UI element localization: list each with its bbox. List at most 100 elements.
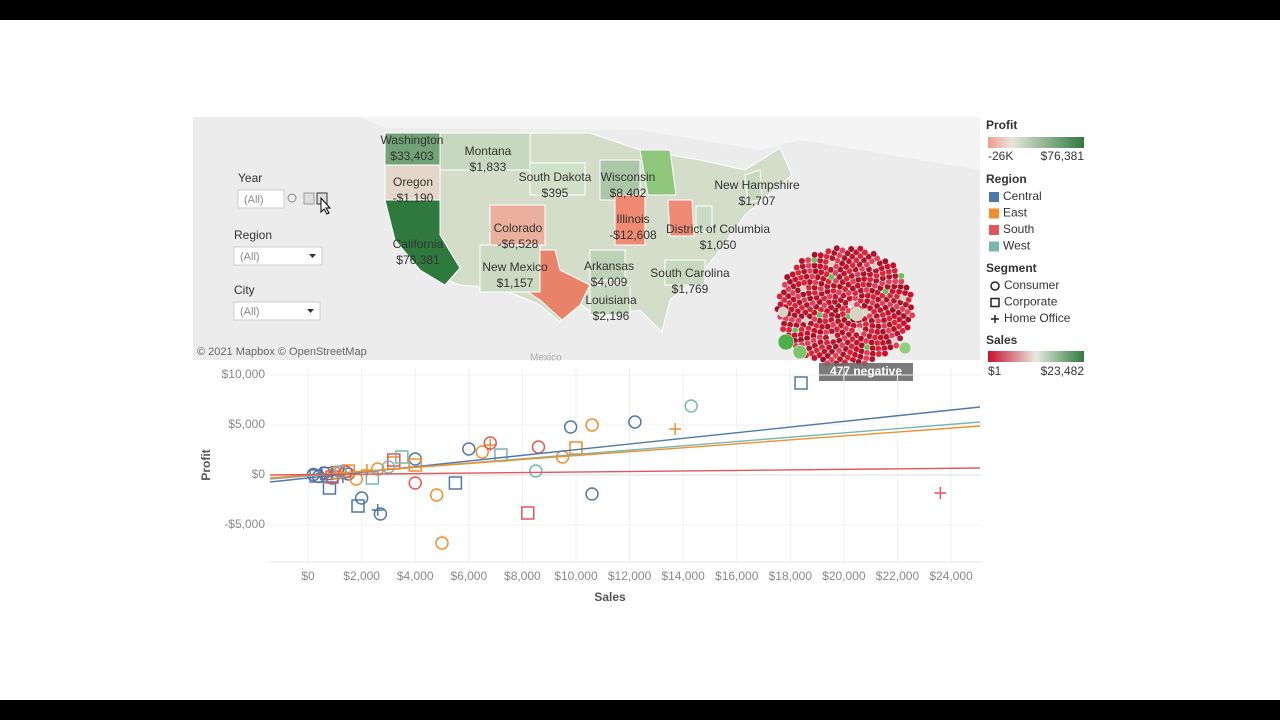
state [479,244,541,293]
marker-circle [429,488,444,502]
marker-square [365,471,380,485]
legend-title: Sales [986,333,1018,347]
bubble [907,291,915,299]
legend-swatch [989,208,999,219]
bubble [817,251,825,259]
bubble [897,272,905,280]
bubble [805,284,813,292]
sales-gradient [988,351,1084,362]
bubble [870,250,878,258]
annotation: 477 negative [830,364,902,378]
reset-icon[interactable] [287,193,297,203]
state [695,205,713,233]
state [489,204,546,246]
scatter-chart: Sales Profit $0 $2,000 $4,000 $6,000 $8,000 $… [199,367,981,604]
bubble [863,343,871,351]
marker-circle [585,418,599,432]
canada-land [193,117,980,170]
marker-square [408,458,422,472]
marker-circle [483,436,497,450]
state [664,259,706,286]
x-tick-label: $0 [301,569,315,583]
prev-button[interactable] [303,192,315,205]
y-tick-label: $0 [252,467,266,481]
state-value: $1,833 [470,160,507,174]
marker-circle [628,415,642,429]
legend-max: $23,482 [1041,364,1085,378]
bubble [777,306,789,318]
marker-plus [934,487,947,499]
filter-value: (All) [244,194,264,206]
bubble [903,284,910,292]
state-value: $395 [542,186,569,200]
state-name: Illinois [616,212,649,226]
marker-circle [373,507,388,521]
legend-min: -26K [988,149,1013,163]
marker-circle [563,420,578,434]
state-value: $33,403 [390,149,434,163]
bubble [898,341,912,355]
bubble [824,247,832,255]
state [589,284,631,316]
cursor [320,196,332,215]
x-tick-label: $20,000 [822,569,866,583]
state [744,169,763,203]
marker-plus [669,423,682,435]
bubble [889,261,897,269]
state-name: California [393,237,444,251]
x-tick-label: $6,000 [450,569,487,583]
state-name: District of Columbia [666,222,770,236]
michigan [639,149,677,196]
y-tick-label: $10,000 [222,367,266,381]
state-value: $1,769 [672,282,709,296]
bubble [859,281,867,288]
y-tick-label: -$5,000 [224,517,265,531]
year-input[interactable] [237,189,285,209]
legend-label: West [1003,239,1031,253]
legend-title: Segment [986,261,1037,275]
x-tick-label: $18,000 [769,569,813,583]
bubble [828,328,836,335]
marker-circle [585,487,599,501]
marker-circle [354,491,369,505]
legend-items: Central East South West Consumer Corporate Hom… [989,189,1071,325]
bubble [781,281,789,289]
bubble [896,334,904,342]
bubble [833,244,841,252]
bubble [908,311,916,319]
state-value: -$6,528 [498,237,539,251]
x-tick-label: $16,000 [715,569,759,583]
state-value: $4,009 [591,275,628,289]
bubble [886,343,894,351]
bubble [793,264,801,271]
legend-title: Region [986,172,1027,186]
marker-plus [991,315,999,323]
marker-circle [381,460,396,474]
bubble [881,257,889,265]
legend-min: $1 [988,364,1002,378]
x-tick-label: $10,000 [554,569,598,583]
state-name: Louisiana [585,293,637,307]
bubble [812,267,819,275]
bubble [868,339,876,346]
city-dropdown[interactable] [233,301,321,321]
x-axis-label: Sales [594,590,626,604]
marker-square [351,499,365,513]
legend-max: $76,381 [1041,149,1085,163]
state-name: Washington [381,133,444,147]
state [529,162,586,196]
marker-square [448,476,463,490]
legend-label: Central [1003,189,1042,203]
region-dropdown[interactable] [233,246,323,266]
bubble [873,339,881,347]
bubble [907,303,915,311]
state-name: Arkansas [584,259,634,273]
marker-circle [529,464,543,478]
bubble [819,356,827,363]
filter-value: (All) [240,251,260,263]
filter-value: (All) [240,306,260,318]
y-tick-label: $5,000 [228,417,265,431]
bubble [798,257,806,265]
marker-circle [475,445,489,459]
